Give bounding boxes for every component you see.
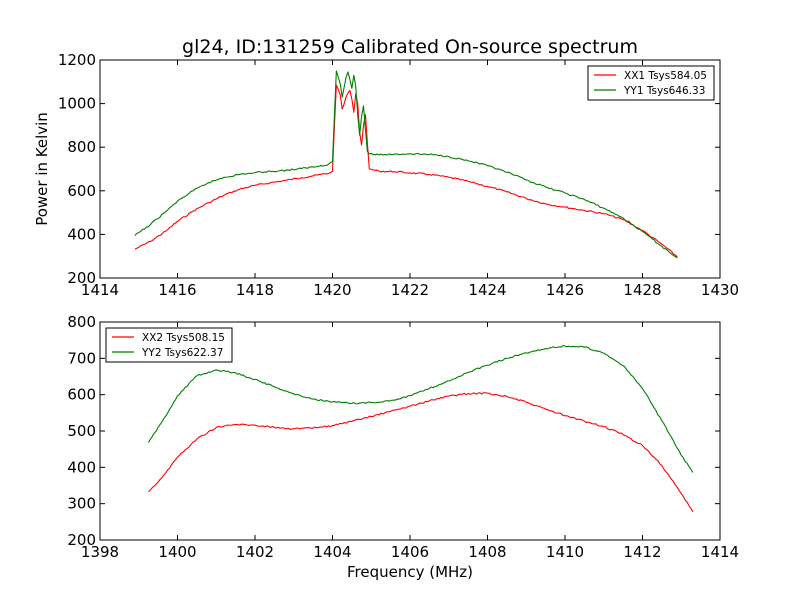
x-tick-label: 1398 bbox=[81, 543, 119, 561]
x-tick-label: 1426 bbox=[546, 281, 584, 299]
y-tick-label: 600 bbox=[67, 386, 96, 404]
x-tick-label: 1412 bbox=[623, 543, 661, 561]
top-panel: Power in Kelvin 1414 1416 1418 1420 1422 1424… bbox=[33, 51, 739, 299]
x-tick-label: 1402 bbox=[236, 543, 274, 561]
y-tick-label: 200 bbox=[67, 531, 96, 549]
bottom-x-axis-label: Frequency (MHz) bbox=[347, 563, 473, 581]
y-tick-label: 300 bbox=[67, 495, 96, 513]
y-tick-label: 200 bbox=[67, 269, 96, 287]
y-tick-label: 1200 bbox=[58, 51, 96, 69]
y-tick-label: 600 bbox=[67, 182, 96, 200]
x-tick-label: 1418 bbox=[236, 281, 274, 299]
x-tick-label: 1422 bbox=[391, 281, 429, 299]
series-line-yy bbox=[134, 70, 678, 259]
series-line-xx bbox=[148, 392, 694, 512]
x-tick-label: 1400 bbox=[158, 543, 196, 561]
x-tick-label: 1406 bbox=[391, 543, 429, 561]
legend: XX1 Tsys584.05 YY1 Tsys646.33 bbox=[587, 65, 715, 101]
series-line-xx bbox=[134, 84, 678, 258]
legend-entry: XX2 Tsys508.15 bbox=[142, 332, 225, 344]
y-tick-label: 800 bbox=[67, 313, 96, 331]
legend-entry: YY1 Tsys646.33 bbox=[623, 85, 705, 97]
x-tick-label: 1420 bbox=[313, 281, 351, 299]
x-tick-label: 1404 bbox=[313, 543, 351, 561]
legend: XX2 Tsys508.15 YY2 Tsys622.37 bbox=[105, 327, 233, 363]
legend-entry: YY2 Tsys622.37 bbox=[141, 347, 223, 359]
x-tick-label: 1414 bbox=[81, 281, 119, 299]
legend-box bbox=[587, 65, 715, 101]
figure-title: gl24, ID:131259 Calibrated On-source spe… bbox=[182, 36, 638, 58]
series-line-yy bbox=[147, 344, 694, 473]
x-tick-label: 1428 bbox=[623, 281, 661, 299]
bottom-panel: Frequency (MHz) 1398 1400 1402 1404 1406 1408… bbox=[67, 313, 739, 581]
y-tick-label: 400 bbox=[67, 225, 96, 243]
x-tick-label: 1416 bbox=[158, 281, 196, 299]
y-tick-label: 500 bbox=[67, 422, 96, 440]
legend-box bbox=[105, 327, 233, 363]
legend-entry: XX1 Tsys584.05 bbox=[624, 70, 707, 82]
x-tick-label: 1414 bbox=[701, 543, 739, 561]
x-tick-label: 1408 bbox=[468, 543, 506, 561]
x-tick-label: 1424 bbox=[468, 281, 506, 299]
x-tick-label: 1430 bbox=[701, 281, 739, 299]
top-y-axis-label: Power in Kelvin bbox=[33, 112, 51, 226]
x-tick-label: 1410 bbox=[546, 543, 584, 561]
y-tick-label: 400 bbox=[67, 458, 96, 476]
y-tick-label: 800 bbox=[67, 138, 96, 156]
y-tick-label: 1000 bbox=[58, 95, 96, 113]
y-tick-label: 700 bbox=[67, 349, 96, 367]
